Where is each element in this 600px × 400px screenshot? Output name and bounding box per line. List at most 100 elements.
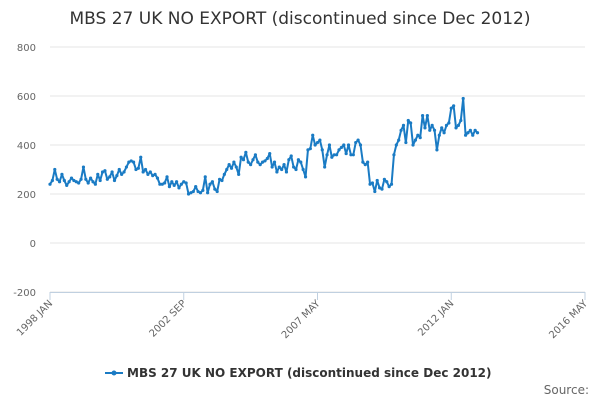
data-point[interactable] — [308, 147, 312, 151]
data-point[interactable] — [148, 170, 152, 174]
data-point[interactable] — [136, 166, 140, 170]
data-point[interactable] — [435, 148, 439, 152]
data-point[interactable] — [320, 148, 324, 152]
data-point[interactable] — [456, 123, 461, 127]
data-point[interactable] — [139, 155, 143, 159]
data-point[interactable] — [454, 126, 458, 130]
data-point[interactable] — [413, 138, 418, 142]
data-point[interactable] — [141, 170, 145, 174]
data-point[interactable] — [258, 163, 262, 167]
data-point[interactable] — [432, 128, 437, 132]
data-point[interactable] — [284, 170, 289, 174]
data-point[interactable] — [420, 114, 425, 118]
data-point[interactable] — [194, 185, 198, 189]
data-point[interactable] — [368, 182, 372, 186]
data-point[interactable] — [337, 148, 341, 152]
data-point[interactable] — [191, 189, 195, 194]
data-point[interactable] — [404, 140, 408, 145]
data-point[interactable] — [215, 189, 219, 194]
data-point[interactable] — [210, 180, 215, 184]
data-point[interactable] — [220, 178, 224, 183]
data-point[interactable] — [213, 187, 217, 191]
data-point[interactable] — [79, 177, 83, 181]
data-point[interactable] — [89, 176, 93, 180]
data-point[interactable] — [232, 160, 236, 164]
data-point[interactable] — [110, 170, 114, 174]
data-point[interactable] — [263, 159, 267, 163]
data-point[interactable] — [444, 123, 449, 127]
data-point[interactable] — [406, 118, 410, 123]
data-point[interactable] — [96, 172, 100, 176]
data-point[interactable] — [268, 151, 272, 156]
data-point[interactable] — [315, 140, 320, 145]
data-point[interactable] — [206, 191, 210, 195]
data-point[interactable] — [122, 170, 126, 174]
data-point[interactable] — [165, 175, 169, 179]
data-point[interactable] — [105, 177, 109, 181]
data-point[interactable] — [74, 180, 78, 184]
data-point[interactable] — [239, 155, 243, 159]
data-point[interactable] — [69, 176, 74, 180]
data-point[interactable] — [158, 182, 162, 186]
data-point[interactable] — [423, 126, 427, 130]
data-point[interactable] — [373, 189, 377, 194]
data-point[interactable] — [265, 156, 269, 161]
data-point[interactable] — [217, 177, 222, 181]
data-point[interactable] — [428, 128, 432, 132]
data-point[interactable] — [189, 191, 193, 195]
data-point[interactable] — [409, 121, 413, 125]
data-point[interactable] — [289, 154, 293, 158]
data-point[interactable] — [86, 181, 90, 185]
data-point[interactable] — [172, 183, 176, 188]
data-point[interactable] — [146, 172, 150, 176]
data-point[interactable] — [131, 160, 136, 164]
data-point[interactable] — [251, 158, 255, 162]
data-point[interactable] — [103, 169, 107, 173]
data-point[interactable] — [93, 182, 97, 186]
data-point[interactable] — [387, 185, 391, 189]
data-point[interactable] — [98, 178, 102, 183]
data-point[interactable] — [186, 192, 191, 196]
data-point[interactable] — [57, 180, 62, 184]
data-point[interactable] — [452, 104, 456, 108]
data-point[interactable] — [440, 126, 444, 130]
data-point[interactable] — [129, 159, 133, 163]
data-point[interactable] — [313, 143, 317, 147]
data-point[interactable] — [277, 165, 281, 169]
data-point[interactable] — [425, 114, 429, 118]
data-point[interactable] — [234, 165, 238, 169]
data-point[interactable] — [62, 178, 66, 183]
data-point[interactable] — [120, 172, 124, 176]
data-point[interactable] — [256, 160, 260, 164]
data-point[interactable] — [299, 160, 303, 164]
data-point[interactable] — [182, 180, 186, 184]
data-point[interactable] — [325, 153, 329, 157]
data-point[interactable] — [134, 167, 138, 172]
data-point[interactable] — [366, 160, 370, 164]
data-point[interactable] — [196, 189, 200, 194]
data-point[interactable] — [416, 133, 420, 137]
data-point[interactable] — [53, 167, 57, 172]
data-point[interactable] — [260, 160, 265, 164]
data-point[interactable] — [459, 118, 463, 123]
data-point[interactable] — [318, 138, 322, 142]
data-point[interactable] — [163, 181, 167, 185]
data-point[interactable] — [124, 165, 129, 169]
data-point[interactable] — [411, 143, 415, 147]
data-point[interactable] — [244, 150, 248, 154]
data-point[interactable] — [91, 180, 95, 184]
data-point[interactable] — [177, 186, 181, 190]
data-point[interactable] — [201, 188, 205, 192]
data-point[interactable] — [225, 167, 229, 172]
data-point[interactable] — [363, 163, 367, 167]
data-point[interactable] — [84, 177, 88, 181]
data-point[interactable] — [351, 153, 355, 157]
data-point[interactable] — [332, 153, 336, 157]
data-point[interactable] — [392, 153, 396, 157]
data-point[interactable] — [397, 138, 401, 142]
legend[interactable]: MBS 27 UK NO EXPORT (discontinued since … — [105, 366, 492, 380]
data-point[interactable] — [335, 153, 339, 157]
data-point[interactable] — [153, 172, 157, 176]
data-point[interactable] — [48, 182, 52, 186]
data-point[interactable] — [160, 182, 164, 186]
